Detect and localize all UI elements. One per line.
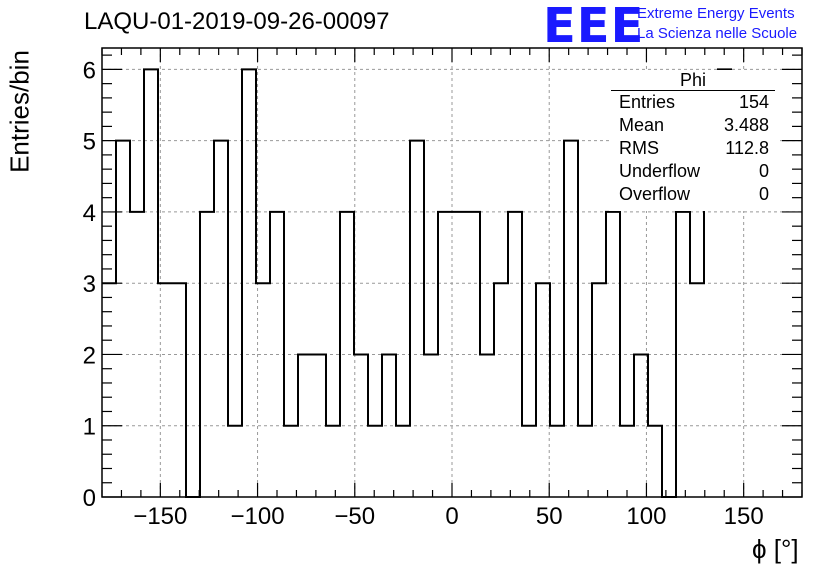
histogram-bin	[522, 426, 536, 497]
stats-value: 154	[738, 92, 769, 112]
logo-caption: Extreme Energy Events La Scienza nelle S…	[637, 4, 797, 44]
histogram-bin	[256, 283, 270, 497]
x-tick-label: −150	[133, 503, 187, 530]
stats-row-rms: RMS 112.8	[609, 137, 777, 160]
logo-line-1: Extreme Energy Events	[637, 5, 795, 22]
logo-line-2: La Scienza nelle Scuole	[637, 25, 798, 42]
histogram-bin	[550, 426, 564, 497]
eee-logo: EEE	[543, 0, 645, 54]
x-tick-label: 150	[724, 503, 764, 530]
stats-label: Mean	[619, 115, 665, 135]
y-tick-label: 1	[83, 414, 96, 441]
stats-row-overflow: Overflow 0	[609, 183, 777, 206]
histogram-bin	[172, 283, 186, 497]
stats-label: Entries	[619, 92, 676, 112]
histogram-bin	[592, 283, 606, 497]
histogram-bin	[410, 141, 424, 497]
x-tick-label: −100	[231, 503, 285, 530]
histogram-bin	[648, 426, 662, 497]
histogram-bin	[214, 141, 228, 497]
histogram-bin	[228, 426, 242, 497]
y-tick-label: 6	[83, 57, 96, 84]
y-axis: 0 1 2 3 4 5 6	[83, 54, 802, 512]
histogram-bin	[536, 283, 550, 497]
y-tick-label: 2	[83, 342, 96, 369]
y-tick-label: 5	[83, 129, 96, 156]
y-tick-label: 0	[83, 485, 96, 512]
y-tick-label: 3	[83, 271, 96, 298]
stats-label: Underflow	[619, 161, 701, 181]
histogram-bin	[396, 426, 410, 497]
y-tick-label: 4	[83, 200, 96, 227]
histogram-bin	[620, 426, 634, 497]
histogram-bin	[116, 141, 130, 497]
histogram-outline	[102, 68, 732, 498]
histogram-bin	[326, 426, 340, 497]
histogram-bin	[578, 426, 592, 497]
x-tick-label: −50	[334, 503, 375, 530]
stats-row-underflow: Underflow 0	[609, 160, 777, 183]
histogram-bin	[564, 141, 578, 497]
histogram-bin	[102, 283, 116, 497]
stats-row-mean: Mean 3.488	[609, 114, 777, 137]
histogram-bin	[368, 426, 382, 497]
stats-value: 112.8	[725, 138, 769, 158]
stats-value: 0	[758, 161, 769, 181]
chart-title: LAQU-01-2019-09-26-00097	[84, 8, 390, 35]
stats-value: 0	[758, 184, 769, 204]
x-tick-label: 0	[445, 503, 458, 530]
x-axis-label: ϕ [°]	[752, 534, 799, 564]
stats-row-entries: Entries 154	[609, 91, 777, 114]
x-tick-label: 50	[536, 503, 563, 530]
stats-label: Overflow	[619, 184, 691, 204]
x-tick-label: 100	[626, 503, 666, 530]
stats-title: Phi	[611, 70, 775, 91]
y-axis-label: Entries/bin	[4, 50, 35, 173]
stats-box: Phi Entries 154 Mean 3.488 RMS 112.8 Underf…	[609, 70, 777, 211]
histogram-bin	[690, 283, 704, 497]
stats-label: RMS	[619, 138, 659, 158]
histogram-bin	[494, 283, 508, 497]
x-axis: −150 −100 −50 0 50 100 150	[101, 48, 803, 530]
stats-value: 3.488	[723, 115, 769, 135]
histogram-bin	[284, 426, 298, 497]
